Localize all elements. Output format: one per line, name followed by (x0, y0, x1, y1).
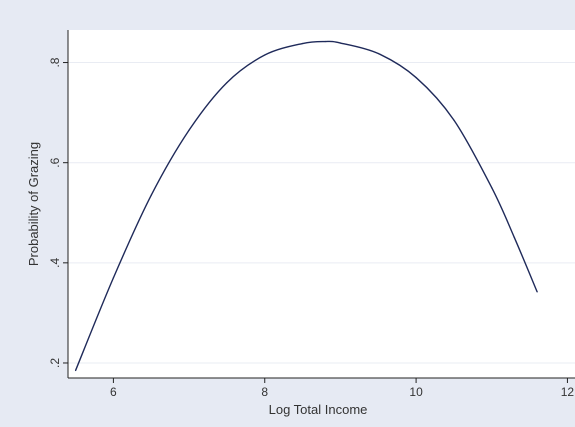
y-tick-label: .6 (48, 157, 62, 167)
data-point (188, 129, 190, 131)
y-tick-label: .4 (48, 258, 62, 268)
plot-area (68, 30, 575, 378)
data-point (415, 76, 417, 79)
data-point (74, 369, 77, 372)
y-tick-label: .8 (48, 57, 62, 67)
x-tick-label: 10 (409, 385, 423, 399)
x-tick-label: 8 (261, 385, 268, 399)
x-axis-title: Log Total Income (269, 402, 368, 417)
data-point (301, 42, 304, 45)
data-point (112, 277, 114, 279)
y-axis: .2 .4 .6 .8 (48, 30, 69, 378)
x-tick-label: 12 (561, 385, 575, 399)
x-tick-label: 6 (110, 385, 117, 399)
data-point (453, 119, 455, 121)
data-point (536, 291, 538, 293)
data-point (377, 52, 379, 55)
data-point (324, 40, 326, 43)
y-axis-title: Probability of Grazing (26, 142, 41, 266)
data-point (226, 81, 228, 84)
data-point (491, 187, 493, 189)
data-point (150, 194, 152, 196)
series-layer (74, 40, 538, 372)
gridlines (68, 62, 575, 364)
data-point (264, 54, 266, 56)
data-point (513, 237, 516, 239)
x-axis: 6 8 10 12 (68, 377, 575, 399)
y-tick-label: .2 (48, 358, 62, 368)
data-point (339, 42, 342, 44)
